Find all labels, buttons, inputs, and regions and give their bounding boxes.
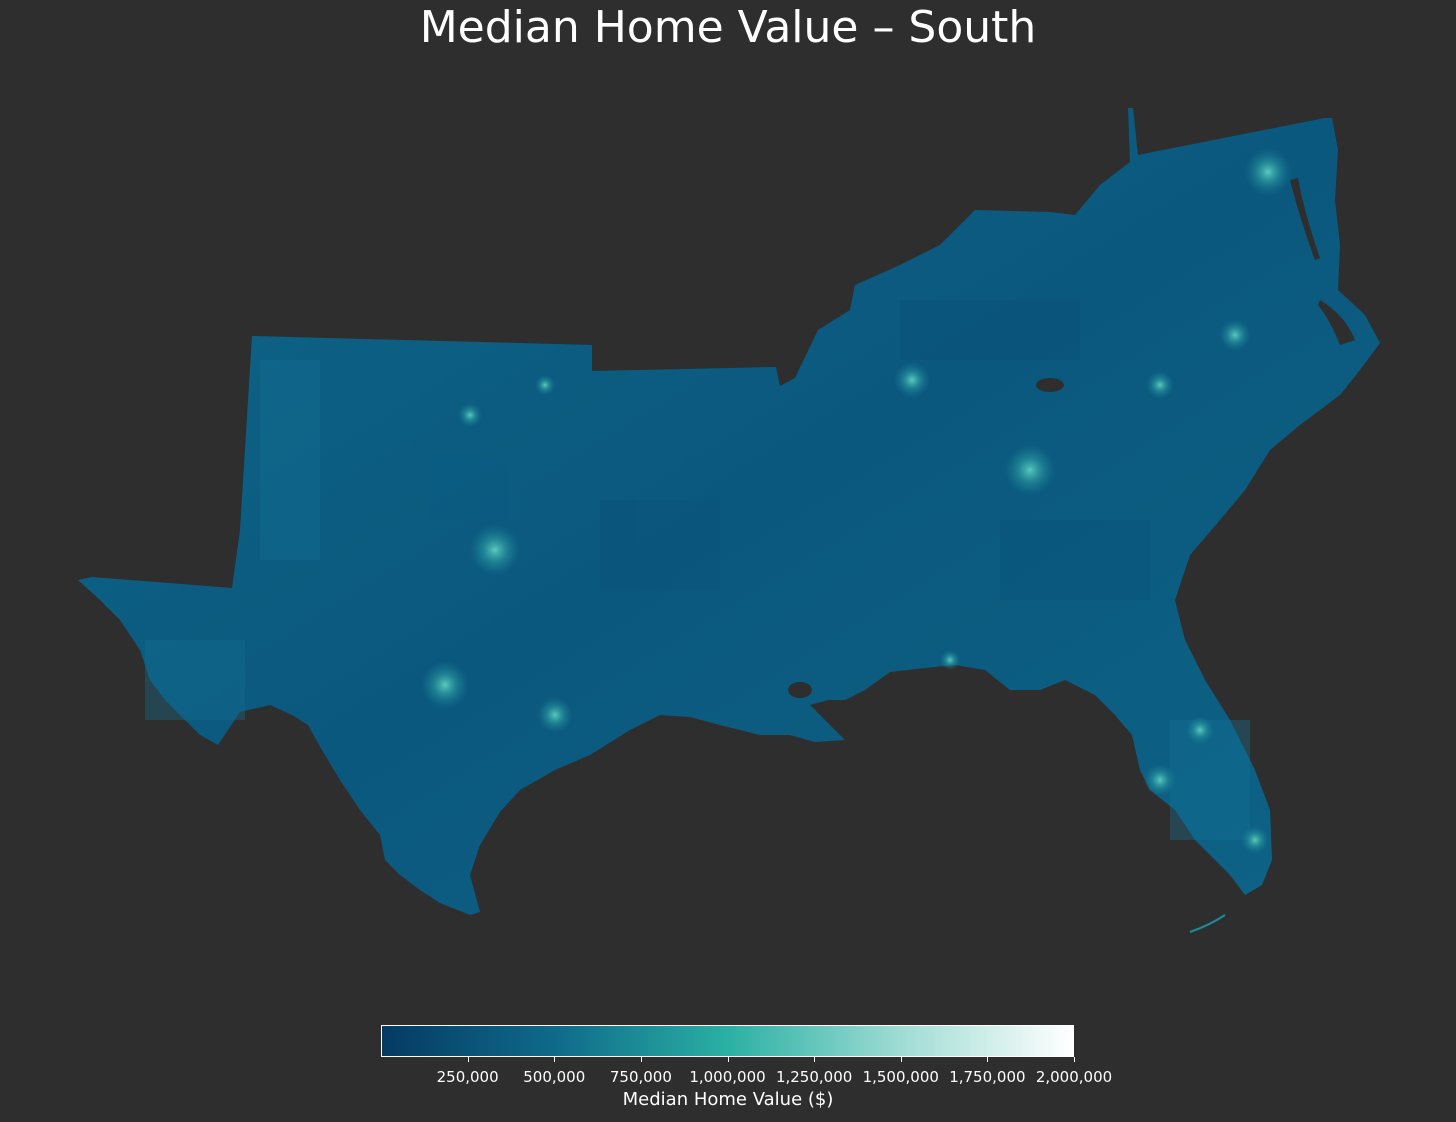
- colorbar-tick: [554, 1057, 556, 1062]
- hotspot-dc: [1244, 148, 1292, 196]
- hotspot-austin: [421, 661, 469, 709]
- hotspot-houston: [537, 697, 573, 733]
- hotspot-nashville: [894, 362, 930, 398]
- colorbar-ticks: 250,000 500,000 750,000 1,000,000 1,250,000 1…: [381, 1057, 1112, 1087]
- colorbar-label: Median Home Value ($): [622, 1089, 834, 1110]
- water-bodies: [788, 178, 1355, 698]
- colorbar: [381, 1025, 1074, 1057]
- hotspot-orlando: [1186, 716, 1214, 744]
- hotspot-gulf-coast: [940, 650, 960, 670]
- colorbar-tick-label: 1,500,000: [862, 1068, 939, 1086]
- hotspot-miami: [1241, 826, 1269, 854]
- south-region-shape: [78, 108, 1380, 915]
- colorbar-tick-label: 2,000,000: [1035, 1068, 1113, 1086]
- hotspot-tampa: [1144, 764, 1176, 796]
- colorbar-tick: [900, 1057, 902, 1062]
- colorbar-tick: [640, 1057, 642, 1062]
- colorbar-tick: [467, 1057, 469, 1062]
- metro-hotspots: [421, 148, 1292, 854]
- county-texture: [145, 300, 1250, 840]
- colorbar-tick: [727, 1057, 729, 1062]
- hotspot-tulsa: [535, 375, 555, 395]
- hotspot-okc: [458, 403, 482, 427]
- south-region-map: [78, 108, 1380, 933]
- colorbar-tick-label: 500,000: [523, 1068, 586, 1086]
- hotspot-dallas: [469, 524, 521, 576]
- colorbar-tick-label: 1,000,000: [689, 1068, 766, 1086]
- florida-keys: [1189, 914, 1226, 933]
- colorbar-tick: [814, 1057, 816, 1062]
- hotspot-charlotte: [1146, 371, 1174, 399]
- hotspot-atlanta: [1004, 444, 1056, 496]
- colorbar-tick-label: 750,000: [609, 1068, 672, 1086]
- colorbar-tick-label: 1,750,000: [949, 1068, 1026, 1086]
- colorbar-tick-label: 250,000: [436, 1068, 499, 1086]
- hotspot-raleigh: [1219, 319, 1251, 351]
- colorbar-tick-label: 1,250,000: [775, 1068, 853, 1086]
- colorbar-tick: [987, 1057, 989, 1062]
- colorbar-tick: [1074, 1057, 1075, 1062]
- map-title: Median Home Value – South: [419, 2, 1037, 53]
